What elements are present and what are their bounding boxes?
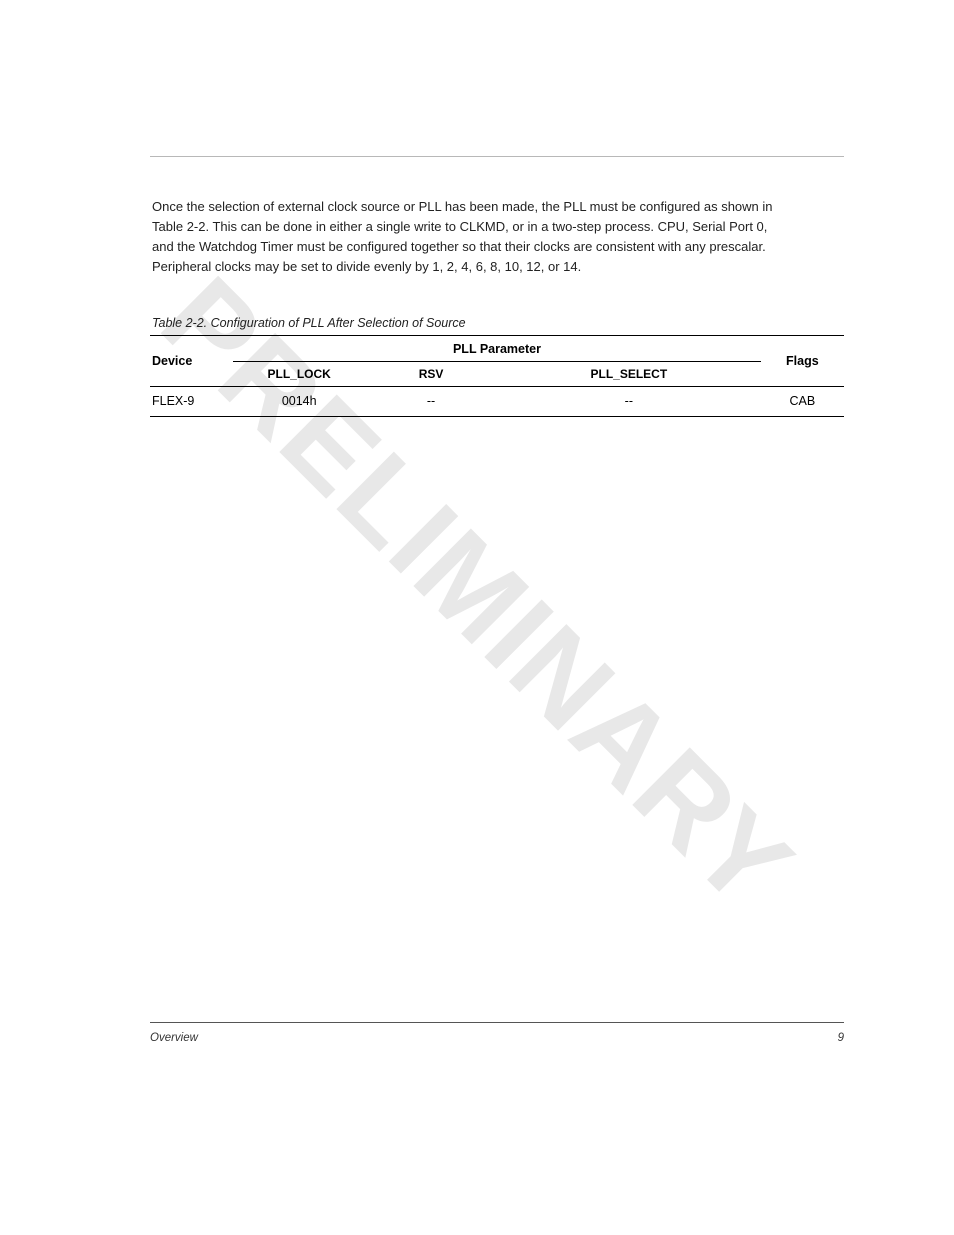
intro-line: Peripheral clocks may be set to divide e… [152, 259, 581, 274]
cell-pll-lock: 0014h [233, 386, 365, 416]
col-flags: Flags [761, 335, 844, 386]
footer-rule [150, 1022, 844, 1023]
footer-page-number: 9 [838, 1032, 844, 1044]
col-rsv: RSV [365, 361, 497, 386]
cell-rsv: -- [365, 386, 497, 416]
cell-flags: CAB [761, 386, 844, 416]
page-footer: Overview 9 [150, 1032, 844, 1044]
header-spacer [150, 130, 844, 154]
table-caption: Table 2-2. Configuration of PLL After Se… [152, 316, 844, 330]
footer-left: Overview [150, 1032, 198, 1044]
intro-line: and the Watchdog Timer must be configure… [152, 239, 766, 254]
col-pll-group: PLL Parameter [233, 335, 760, 361]
cell-device: FLEX-9 [150, 386, 233, 416]
config-table: Device PLL Parameter Flags PLL_LOCK RSV … [150, 335, 844, 417]
intro-line: Once the selection of external clock sou… [152, 199, 773, 214]
table-header-row-group: Device PLL Parameter Flags [150, 335, 844, 361]
col-pll-select: PLL_SELECT [497, 361, 761, 386]
table-header-row-sub: PLL_LOCK RSV PLL_SELECT [150, 361, 844, 386]
page-content: Once the selection of external clock sou… [0, 0, 954, 417]
col-device: Device [150, 335, 233, 386]
intro-line: Table 2-2. This can be done in either a … [152, 219, 767, 234]
col-pll-lock: PLL_LOCK [233, 361, 365, 386]
intro-paragraph: Once the selection of external clock sou… [152, 197, 844, 278]
table-row: FLEX-9 0014h -- -- CAB [150, 386, 844, 416]
header-rule [150, 156, 844, 157]
config-table-block: Table 2-2. Configuration of PLL After Se… [150, 316, 844, 417]
cell-pll-select: -- [497, 386, 761, 416]
